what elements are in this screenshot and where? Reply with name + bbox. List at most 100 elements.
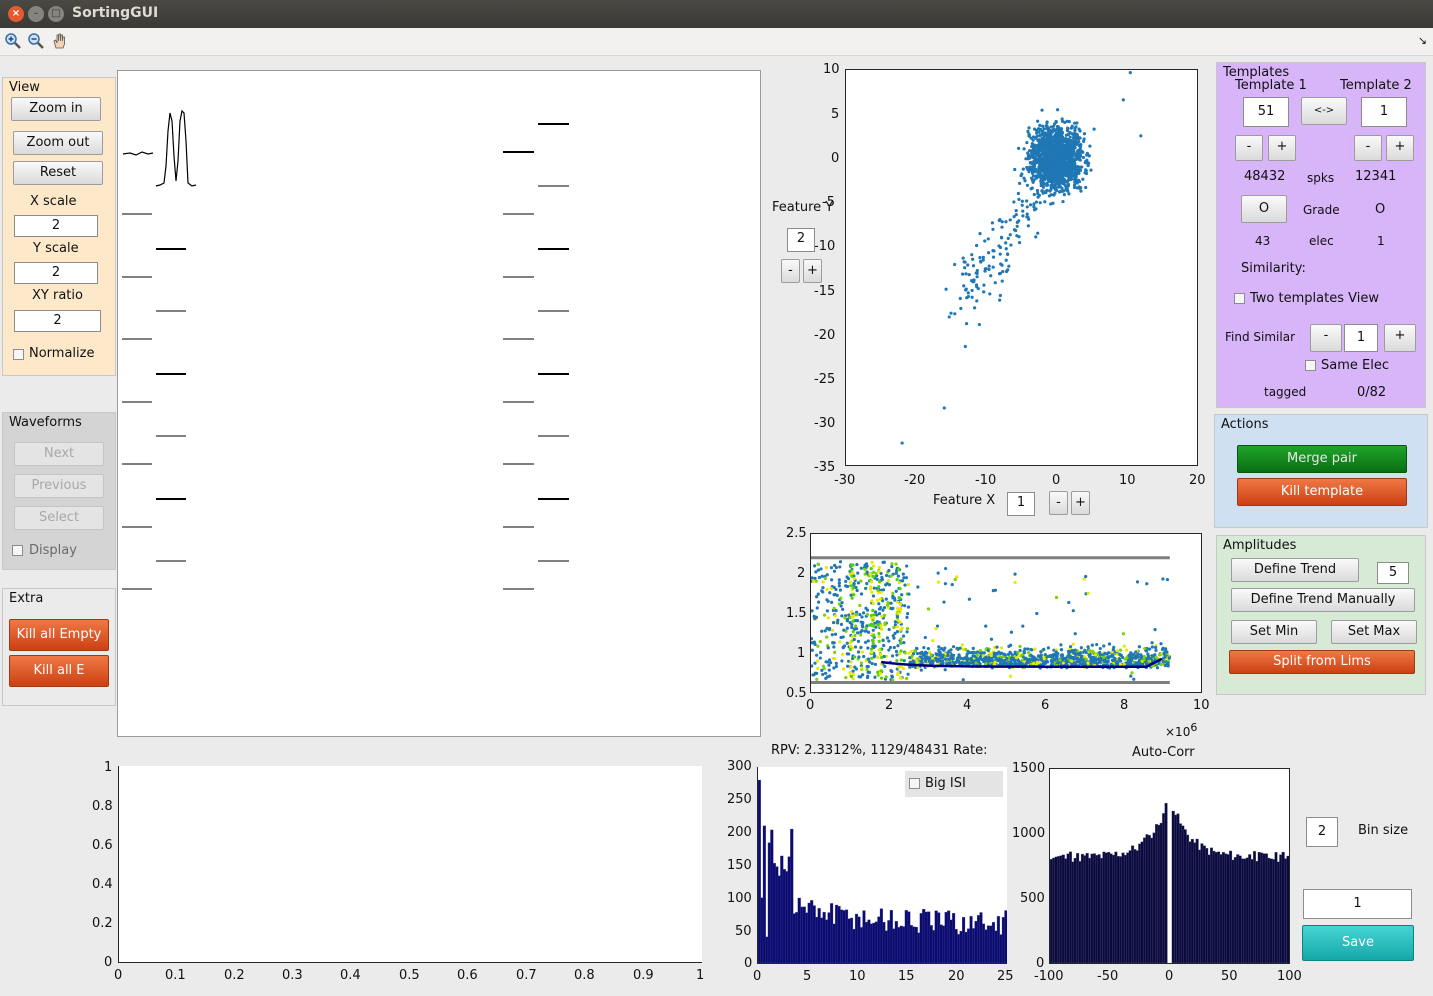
scatter-point [1036,144,1040,148]
pan-hand-icon[interactable] [51,32,69,50]
kill-template-button[interactable]: Kill template [1237,478,1407,506]
previous-button[interactable]: Previous [14,474,104,498]
toolbar-dock-icon[interactable]: ↘ [1417,34,1427,47]
feature-y-minus-button[interactable]: - [781,259,800,283]
big-isi-checkbox[interactable] [909,778,920,789]
amp-point [1008,674,1013,678]
amp-point [837,578,841,582]
maximize-window-button[interactable]: □ [48,6,64,22]
amp-point [1071,642,1075,646]
amp-point [975,653,979,657]
trend-value-input[interactable]: 5 [1377,562,1409,584]
scatter-point [1038,201,1042,205]
amp-point [1086,661,1090,665]
amp-point [821,672,825,677]
kill-all-empty-button[interactable]: Kill all Empty [9,619,109,651]
zoom-out-button[interactable]: Zoom out [13,131,103,155]
amp-point [1056,660,1061,665]
amp-point [887,583,892,587]
display-checkbox[interactable] [12,545,23,556]
autocorr-axes[interactable] [1049,768,1290,964]
amp-point [944,566,948,571]
template1-plus-button[interactable]: + [1268,135,1296,161]
zoom-in-button[interactable]: Zoom in [11,97,101,121]
scatter-point [1026,156,1031,161]
amp-point [859,620,863,624]
amp-point [873,675,877,679]
big-isi-toggle[interactable]: Big ISI [905,771,1003,797]
y-scale-input[interactable]: 2 [14,262,98,284]
amp-point [1083,648,1087,652]
amp-point [1013,572,1017,576]
x-scale-input[interactable]: 2 [14,215,98,237]
amp-point [902,641,906,645]
set-max-button[interactable]: Set Max [1331,620,1417,644]
select-button[interactable]: Select [14,506,104,530]
template1-input[interactable]: 51 [1243,97,1289,127]
scatter-point [1062,146,1066,150]
define-trend-manually-button[interactable]: Define Trend Manually [1231,588,1415,612]
split-from-lims-button[interactable]: Split from Lims [1229,650,1415,674]
scatter-point [1020,199,1024,203]
template2-plus-button[interactable]: + [1386,135,1414,161]
find-similar-input[interactable]: 1 [1344,324,1378,352]
same-elec-checkbox[interactable] [1305,360,1316,371]
scatter-point [1053,191,1057,195]
merge-pair-button[interactable]: Merge pair [1237,445,1407,473]
close-window-button[interactable]: × [8,6,24,22]
template2-input[interactable]: 1 [1361,97,1407,127]
save-button[interactable]: Save [1302,925,1414,961]
feature-y-plus-button[interactable]: + [803,259,822,283]
reset-button[interactable]: Reset [13,161,103,185]
amp-point [931,638,935,643]
amp-point [960,643,964,647]
scatter-point [1014,212,1018,217]
amp-point [961,678,965,682]
amp-point [1071,662,1075,666]
minimize-window-button[interactable]: – [28,6,44,22]
save-index-input[interactable]: 1 [1303,889,1412,919]
kill-all-e-button[interactable]: Kill all E [9,655,109,687]
waveform-axes[interactable] [117,70,761,737]
grade-button[interactable]: O [1241,195,1287,223]
bin-size-input[interactable]: 2 [1306,817,1338,847]
feature-x-minus-button[interactable]: - [1049,491,1068,515]
bottom-axes[interactable] [118,766,702,963]
scatter-point [1060,131,1064,135]
swap-templates-button[interactable]: <-> [1301,97,1347,125]
amp-point [941,661,945,665]
feature-y-input[interactable]: 2 [787,228,815,252]
find-similar-plus-button[interactable]: + [1384,324,1416,352]
amp-point [1042,647,1046,652]
scatter-point [1037,130,1041,134]
scatter-point [1061,189,1065,193]
waveforms-panel: Waveforms Next Previous Select Display [2,412,116,570]
xy-ratio-input[interactable]: 2 [14,310,101,332]
normalize-checkbox[interactable] [13,349,24,360]
amp-point [819,567,823,571]
amp-point [937,648,941,652]
amp-point [894,571,898,575]
isi-bars [758,779,1007,963]
template1-minus-button[interactable]: - [1235,135,1263,161]
set-min-button[interactable]: Set Min [1231,620,1317,644]
amp-point [1054,650,1058,654]
amp-point [995,652,999,656]
feature-scatter-axes[interactable] [845,69,1198,466]
amp-point [1166,661,1170,665]
find-similar-minus-button[interactable]: - [1310,324,1342,352]
amplitude-time-axes[interactable] [810,533,1202,693]
feature-x-plus-button[interactable]: + [1071,491,1090,515]
two-templates-view-checkbox[interactable] [1234,293,1245,304]
amp-point [915,651,920,656]
zoom-out-icon[interactable] [27,32,45,50]
next-button[interactable]: Next [14,442,104,466]
scatter-point [1030,151,1034,155]
amp-point [1161,660,1165,664]
template2-minus-button[interactable]: - [1354,135,1382,161]
zoom-in-icon[interactable] [4,32,22,50]
feature-x-input[interactable]: 1 [1007,492,1035,516]
define-trend-button[interactable]: Define Trend [1231,558,1359,582]
isi-axes[interactable]: Big ISI [757,767,1007,964]
scatter-point [1032,167,1036,171]
